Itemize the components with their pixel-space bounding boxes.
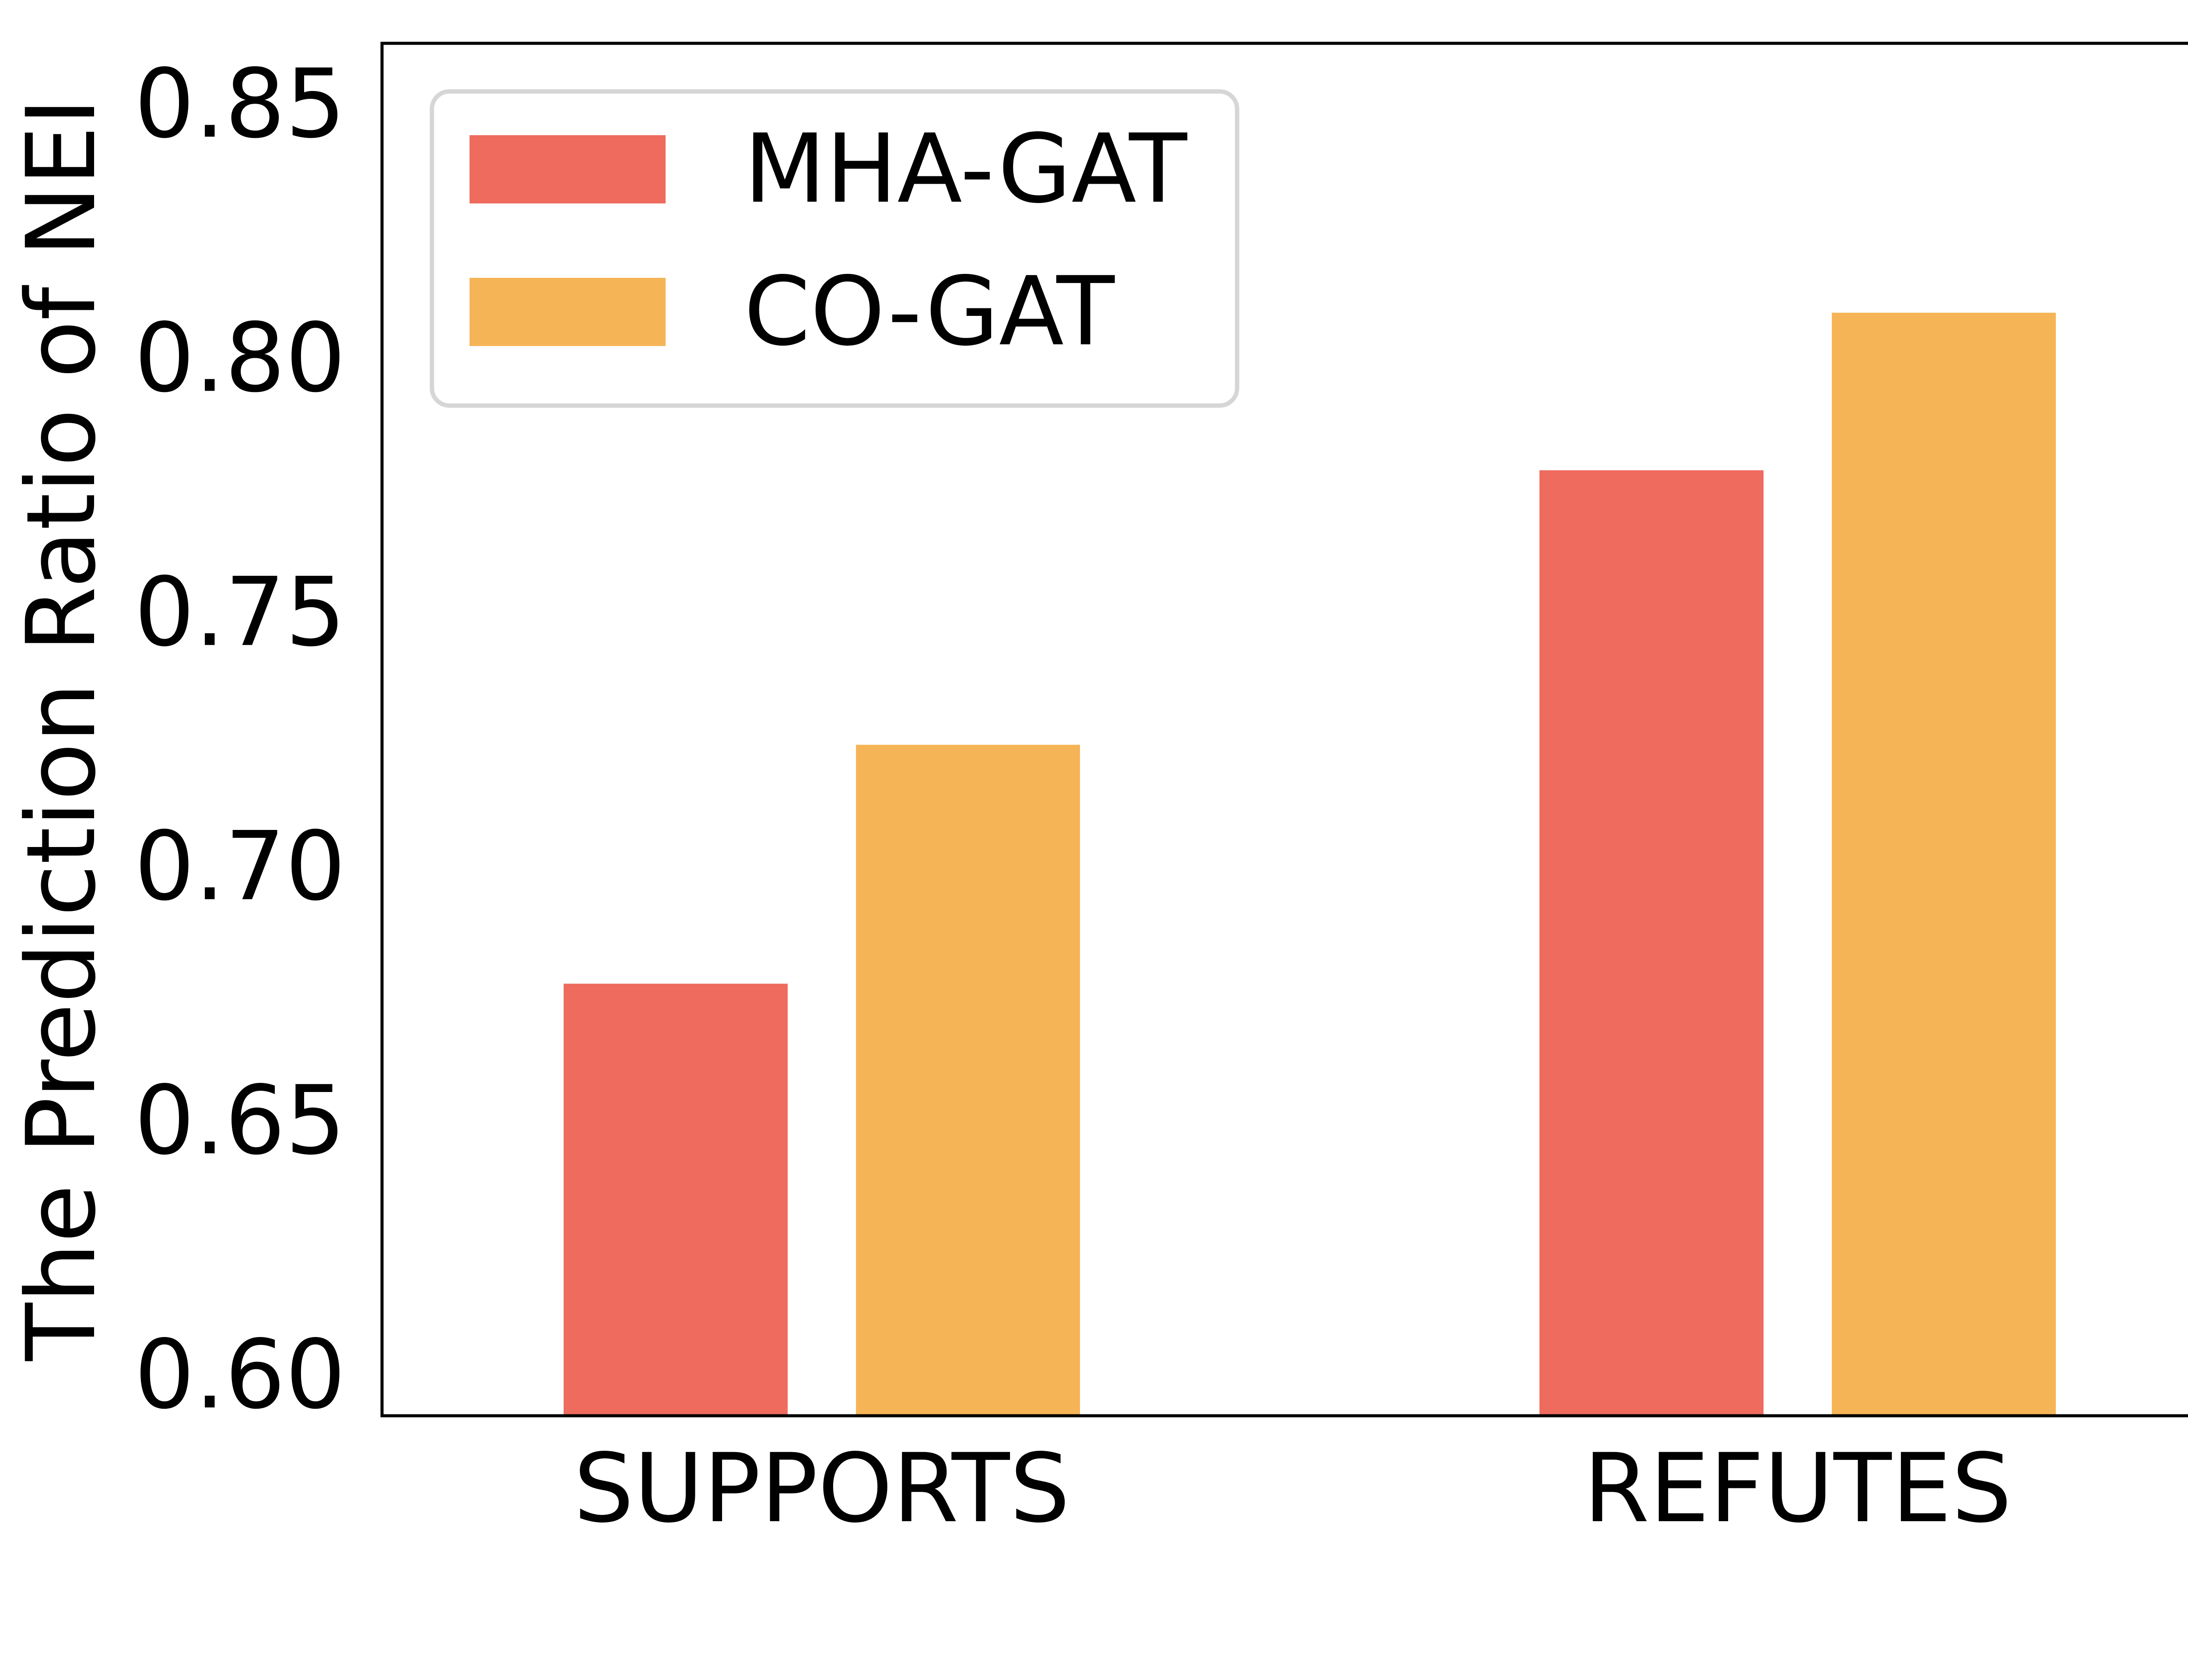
- x-tick-label-refutes: REFUTES: [1584, 1434, 2012, 1544]
- x-tick-label-supports: SUPPORTS: [574, 1434, 1070, 1544]
- x-axis-ticks: SUPPORTS REFUTES: [574, 1434, 2012, 1544]
- y-tick-label: 0.60: [134, 1320, 346, 1430]
- y-axis-ticks: 0.60 0.65 0.70 0.75 0.80 0.85: [134, 49, 346, 1430]
- legend-label-co-gat: CO-GAT: [744, 257, 1115, 367]
- y-tick-label: 0.80: [134, 303, 346, 413]
- y-tick-label: 0.85: [134, 49, 346, 159]
- plot-frame: [380, 42, 2188, 1418]
- legend-swatch-co-gat: [470, 278, 666, 346]
- bar-mha-gat-refutes: [1539, 470, 1764, 1416]
- bars-layer: [564, 312, 2056, 1416]
- bar-co-gat-refutes: [1832, 312, 2056, 1416]
- y-tick-label: 0.70: [134, 812, 346, 922]
- bar-mha-gat-supports: [564, 984, 788, 1416]
- bar-co-gat-supports: [856, 745, 1080, 1416]
- y-axis-label: The Prediction Ratio of NEI: [7, 98, 117, 1361]
- legend-label-mha-gat: MHA-GAT: [744, 114, 1188, 224]
- y-tick-label: 0.65: [134, 1066, 346, 1176]
- y-tick-label: 0.75: [134, 557, 346, 668]
- legend-swatch-mha-gat: [470, 135, 666, 203]
- legend: MHA-GAT CO-GAT: [430, 89, 1239, 408]
